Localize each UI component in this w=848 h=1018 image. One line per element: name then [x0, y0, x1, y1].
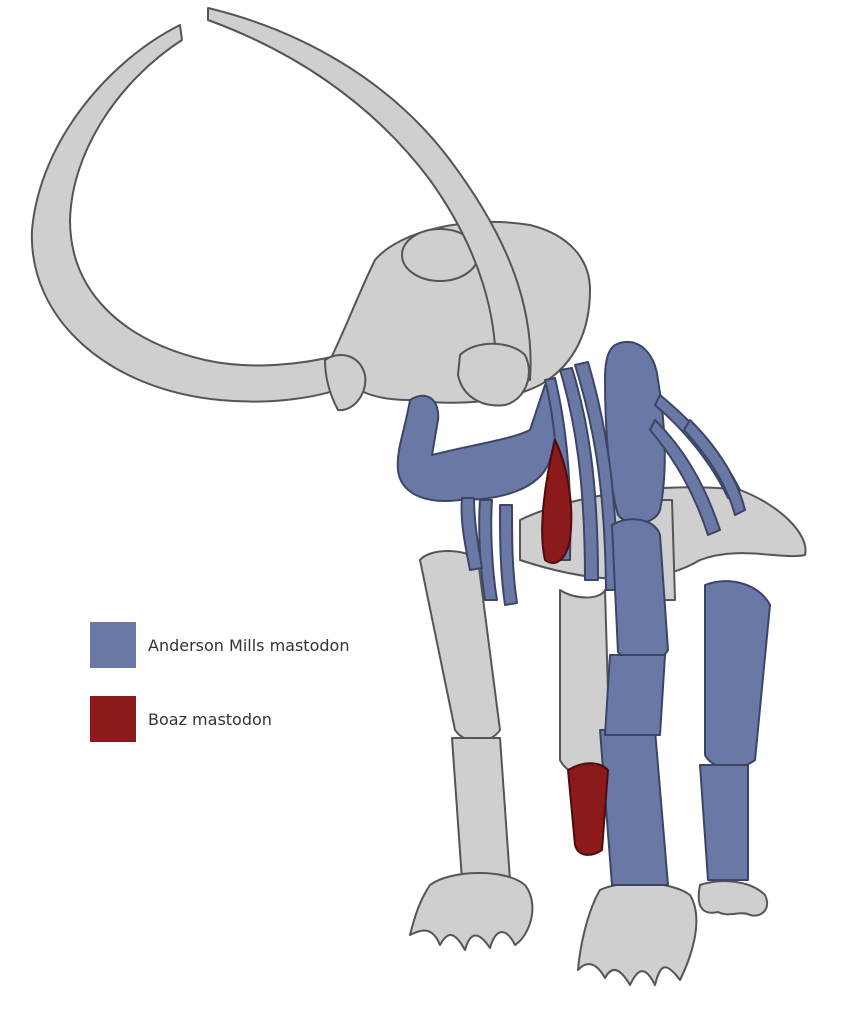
tibia — [699, 764, 749, 881]
front-foot-left — [409, 872, 534, 951]
foreleg-upper-right — [604, 654, 666, 736]
tusk-left — [30, 24, 351, 403]
legend-swatch-boaz — [90, 696, 136, 742]
tusk-base-left — [324, 354, 367, 412]
legend: Anderson Mills mastodon Boaz mastodon — [90, 620, 349, 768]
front-foot-right — [577, 882, 698, 986]
legend-item-anderson: Anderson Mills mastodon — [90, 620, 349, 670]
gray-skeleton — [30, 7, 807, 986]
humerus — [611, 518, 669, 664]
legend-label-anderson: Anderson Mills mastodon — [148, 635, 350, 655]
boaz-rib — [541, 439, 573, 565]
anderson-mills-bones — [396, 340, 771, 886]
radius-ulna — [599, 729, 669, 886]
legend-swatch-anderson — [90, 622, 136, 668]
boaz-bones — [541, 439, 609, 856]
legend-item-boaz: Boaz mastodon — [90, 694, 349, 744]
legend-label-boaz: Boaz mastodon — [148, 709, 272, 729]
tusk-base-right — [457, 342, 530, 407]
foreleg-lower-left — [451, 737, 511, 881]
hind-foot — [697, 880, 769, 917]
boaz-carpal — [567, 762, 609, 856]
femur — [704, 580, 771, 769]
